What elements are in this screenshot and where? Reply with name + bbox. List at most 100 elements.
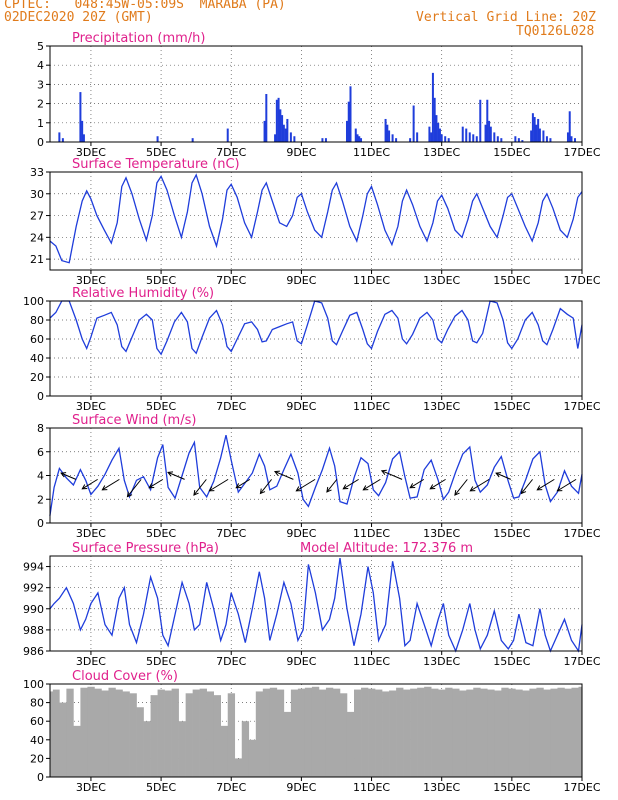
precip-bar [437,122,440,142]
wind-arrow-head [326,486,332,493]
precip-bar [468,132,471,142]
cloud-bar [459,690,467,777]
x-tick-label: 17DEC [563,781,600,794]
wind-arrow-head [60,472,67,478]
precip-bar [444,136,447,142]
precip-bar [542,130,545,142]
precip-bar [514,136,517,142]
cloud-bar [325,687,334,777]
x-tick-label: 17DEC [563,655,600,668]
x-tick-label: 7DEC [216,527,246,540]
y-tick-label: 0 [37,771,44,784]
wind-arrow-head [469,486,476,492]
precip-bar [435,115,438,142]
cloud-bar [108,687,116,777]
x-tick-label: 17DEC [563,274,600,287]
x-tick-label: 15DEC [493,274,530,287]
cloud-bar [94,688,102,777]
y-tick-label: 100 [23,295,44,308]
wind-arrow-head [101,485,108,491]
precip-bar [356,134,359,142]
cloud-bar [473,687,481,777]
y-tick-label: 40 [30,352,44,365]
cloud-bar [122,691,130,777]
cloud-bar [361,687,369,777]
cloud-bar [52,689,60,777]
x-tick-label: 11DEC [353,146,390,159]
precip-bar [500,138,503,142]
wind-arrow [342,478,359,490]
x-tick-label: 11DEC [353,655,390,668]
y-tick-label: 60 [30,715,44,728]
cloud-bar [368,688,376,777]
cloud-bar [129,693,137,777]
y-tick-label: 80 [30,314,44,327]
y-tick-label: 8 [37,422,44,435]
precip-bar [440,134,443,142]
wind-arrow-head [362,485,369,491]
panel-title: Relative Humidity (%) [72,286,214,301]
precip-bar [438,128,441,142]
precip-bar [263,120,266,142]
station-header: CPTEC: 048:45W-05:09S MARABA (PA) [4,0,286,12]
precip-bar [191,138,194,142]
x-tick-label: 3DEC [76,274,106,287]
x-tick-label: 13DEC [423,274,460,287]
wind-arrow [495,472,512,480]
y-tick-label: 986 [23,645,44,658]
cloud-bar [375,689,383,777]
precip-bar [521,140,524,142]
x-tick-label: 13DEC [423,781,460,794]
y-tick-label: 20 [30,752,44,765]
precip-bar [479,99,482,142]
cloud-bar [529,688,537,777]
cloud-bar [339,693,348,777]
cloud-bar [50,691,54,777]
wind-arrow-head [380,469,387,476]
x-tick-label: 3DEC [76,400,106,413]
panel-frame [49,45,583,143]
cloud-bar [550,688,558,777]
precip-bar [358,136,361,142]
x-tick-label: 13DEC [423,655,460,668]
precip-bar [484,124,487,142]
precip-bar [289,132,292,142]
wind-arrow-head [556,486,563,492]
wind-arrow-head [167,471,174,477]
cloud-bar [536,687,544,777]
wind-arrow-head [259,488,266,495]
y-tick-label: 988 [23,624,44,637]
cloud-bar [87,686,95,777]
cloud-bar [234,758,243,777]
vertical-grid-note: Vertical Grid Line: 20Z [416,10,597,25]
x-tick-label: 11DEC [353,781,390,794]
precip-bar [395,138,398,142]
cloud-bar [178,721,186,777]
x-tick-label: 17DEC [563,146,600,159]
cloud-bar [171,688,179,777]
wind-arrow [82,478,98,490]
x-tick-label: 17DEC [563,400,600,413]
precip-bar [568,111,571,142]
precip-bar [347,101,350,142]
cloud-bar [515,689,523,777]
x-tick-label: 11DEC [353,274,390,287]
precip-bar [465,128,468,142]
x-tick-label: 9DEC [286,781,316,794]
precip-bar [284,128,287,142]
y-tick-label: 0 [37,517,44,530]
precip-bar [286,118,289,142]
x-tick-label: 11DEC [353,400,390,413]
precip-bar [433,97,436,142]
cloud-bar [318,689,327,777]
x-tick-label: 7DEC [216,146,246,159]
cloud-bar [185,693,193,777]
cloud-bar [150,695,158,777]
cloud-bar [297,688,306,777]
cloud-bar [578,686,583,777]
precip-bar [265,94,268,142]
precip-bar [82,134,85,142]
precip-bar [496,136,499,142]
wind-arrow [296,478,316,492]
precip-bar [549,138,552,142]
